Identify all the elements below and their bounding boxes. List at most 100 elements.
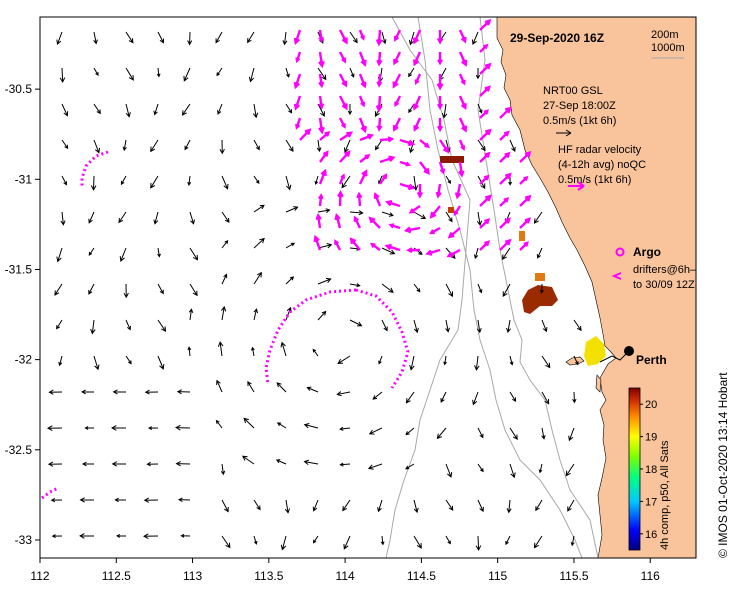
velocity-arrow bbox=[405, 463, 415, 470]
velocity-arrow bbox=[445, 319, 450, 333]
hf-radar-arrow bbox=[384, 243, 401, 252]
velocity-arrow bbox=[143, 497, 159, 503]
velocity-arrow bbox=[341, 175, 351, 189]
hf-radar-arrow bbox=[479, 109, 490, 119]
hf-radar-arrow bbox=[318, 117, 325, 135]
velocity-arrow bbox=[111, 425, 127, 431]
velocity-arrow bbox=[381, 31, 387, 45]
hf-radar-arrow bbox=[379, 173, 388, 185]
velocity-arrow bbox=[56, 247, 63, 263]
velocity-arrow bbox=[316, 139, 322, 153]
hf-radar-arrow bbox=[318, 73, 325, 89]
velocity-arrow bbox=[157, 283, 164, 295]
hf-radar-arrow bbox=[479, 62, 492, 75]
velocity-arrow bbox=[253, 499, 261, 511]
x-tick-label: 113 bbox=[183, 569, 202, 583]
velocity-arrow bbox=[93, 67, 99, 77]
velocity-arrow bbox=[317, 67, 327, 81]
velocity-arrow bbox=[474, 355, 480, 371]
hf-radar-arrow bbox=[358, 117, 367, 134]
velocity-arrow bbox=[533, 535, 543, 549]
hf-radar-arrow bbox=[519, 150, 532, 163]
velocity-arrow bbox=[189, 283, 198, 297]
velocity-arrow bbox=[285, 276, 295, 285]
x-tick-label: 116 bbox=[641, 569, 660, 583]
hf-radar-arrow bbox=[435, 183, 442, 199]
velocity-arrow bbox=[445, 535, 451, 545]
velocity-arrow bbox=[505, 535, 511, 546]
velocity-arrow bbox=[565, 463, 575, 477]
hf-radar-arrow bbox=[338, 73, 348, 88]
velocity-arrow bbox=[184, 139, 191, 151]
hf-radar-arrow bbox=[318, 168, 327, 185]
velocity-arrow bbox=[84, 426, 95, 430]
hf-radar-arrow bbox=[319, 150, 329, 163]
velocity-arrow bbox=[61, 139, 69, 150]
velocity-arrow bbox=[221, 535, 231, 549]
velocity-arrow bbox=[216, 379, 223, 393]
velocity-arrow bbox=[441, 103, 448, 119]
nrt-label-2: 27-Sep 18:00Z bbox=[543, 100, 616, 112]
hf-radar-arrow bbox=[293, 95, 302, 111]
sst-colorbar bbox=[628, 387, 641, 551]
velocity-arrow bbox=[436, 427, 447, 440]
velocity-arrow bbox=[90, 175, 97, 191]
velocity-arrow bbox=[156, 67, 161, 78]
velocity-arrow bbox=[412, 175, 419, 191]
velocity-arrow bbox=[381, 283, 394, 293]
velocity-arrow bbox=[477, 427, 484, 439]
velocity-arrow bbox=[93, 31, 98, 45]
velocity-arrow bbox=[312, 535, 319, 544]
hf-radar-arrow bbox=[519, 175, 529, 185]
hf-radar-arrow bbox=[479, 43, 489, 53]
velocity-arrow bbox=[381, 211, 394, 217]
hf-radar-arrow bbox=[499, 197, 510, 207]
hf-radar-arrow bbox=[454, 183, 462, 200]
velocity-arrow bbox=[285, 175, 292, 191]
hf-radar-arrow bbox=[293, 73, 302, 90]
velocity-arrow bbox=[339, 426, 351, 431]
velocity-arrow bbox=[285, 206, 299, 213]
velocity-arrow bbox=[47, 461, 63, 467]
velocity-arrow bbox=[248, 67, 255, 83]
velocity-arrow bbox=[188, 308, 194, 321]
velocity-arrow bbox=[150, 139, 159, 153]
x-axis: 112 112.5 113 113.5 114 114.5 115 115.5 116 bbox=[30, 558, 660, 583]
velocity-arrow bbox=[381, 319, 388, 332]
velocity-arrow bbox=[317, 208, 331, 213]
hf-radar-arrow bbox=[339, 131, 354, 142]
velocity-arrow bbox=[220, 463, 226, 476]
velocity-arrow bbox=[378, 355, 383, 365]
velocity-arrow bbox=[413, 283, 421, 293]
velocity-arrow bbox=[343, 535, 351, 550]
velocity-arrow bbox=[471, 31, 479, 46]
hf-scale-arrow bbox=[568, 181, 585, 191]
y-tick-label: -32.5 bbox=[5, 443, 33, 457]
hf-radar-arrow bbox=[385, 200, 401, 208]
hf-radar-arrow bbox=[414, 73, 422, 86]
velocity-arrow bbox=[61, 103, 69, 117]
velocity-arrow bbox=[157, 31, 165, 44]
velocity-arrow bbox=[501, 247, 511, 260]
velocity-arrow bbox=[368, 427, 383, 435]
velocity-arrow bbox=[251, 346, 255, 357]
colorbar-tick-label: 20 bbox=[645, 399, 657, 411]
velocity-arrow bbox=[56, 319, 63, 330]
hf-radar-arrow bbox=[358, 73, 367, 89]
velocity-arrow bbox=[144, 389, 159, 395]
garden-island bbox=[595, 374, 602, 393]
hf-radar-arrow bbox=[359, 154, 371, 163]
velocity-arrow bbox=[58, 355, 63, 367]
colorbar-ticks: 20 19 18 17 16 bbox=[640, 399, 657, 541]
hf-radar-arrow bbox=[429, 226, 441, 235]
depth-200m-label: 200m bbox=[651, 29, 679, 41]
x-tick-label: 112 bbox=[30, 569, 49, 583]
velocity-arrow bbox=[440, 391, 447, 403]
velocity-arrow bbox=[221, 273, 228, 285]
velocity-arrow bbox=[285, 306, 292, 321]
argo-marker bbox=[615, 247, 625, 257]
hf-radar-arrow bbox=[499, 238, 512, 251]
velocity-arrow bbox=[153, 211, 159, 225]
drifter-label-2: to 30/09 12Z bbox=[633, 279, 695, 291]
velocity-arrow bbox=[536, 247, 543, 259]
